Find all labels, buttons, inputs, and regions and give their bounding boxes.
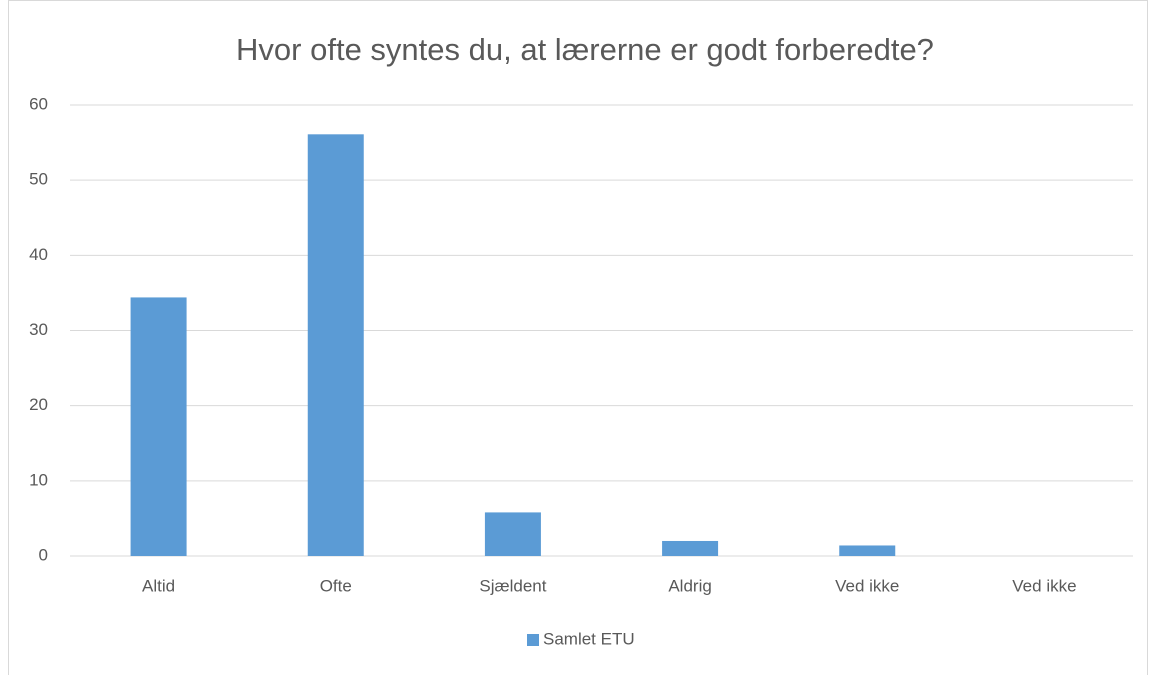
x-tick-label: Ved ikke [1012, 576, 1076, 595]
y-tick-label: 20 [29, 395, 48, 414]
bar [839, 545, 896, 556]
y-tick-label: 10 [29, 470, 48, 489]
bar [130, 297, 187, 556]
bar [307, 134, 364, 556]
y-tick-label: 60 [29, 94, 48, 113]
x-tick-label: Sjældent [479, 576, 546, 595]
legend-label: Samlet ETU [543, 629, 635, 648]
y-tick-label: 0 [39, 545, 48, 564]
bar [484, 512, 541, 556]
x-tick-label: Ved ikke [835, 576, 899, 595]
y-tick-label: 50 [29, 170, 48, 189]
x-tick-label: Aldrig [668, 576, 711, 595]
bar [662, 540, 719, 556]
x-tick-label: Ofte [320, 576, 352, 595]
y-tick-label: 40 [29, 245, 48, 264]
legend-swatch [527, 634, 539, 646]
x-tick-label: Altid [142, 576, 175, 595]
chart-title: Hvor ofte syntes du, at lærerne er godt … [236, 32, 934, 67]
chart-border [8, 0, 1148, 675]
y-tick-label: 30 [29, 320, 48, 339]
